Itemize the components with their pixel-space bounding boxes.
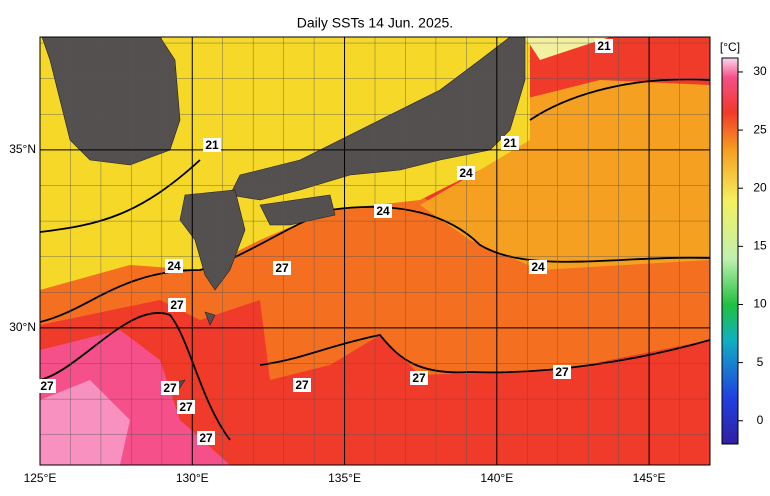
contour-label: 24 [376, 204, 390, 218]
contour-label: 27 [412, 371, 426, 385]
colorbar-tick-label: 5 [757, 355, 764, 369]
contour-label: 27 [555, 365, 569, 379]
sea-orange [420, 80, 710, 270]
contour-label-box [374, 204, 392, 218]
contour-label-box [293, 378, 311, 392]
contour-label-box [177, 400, 195, 414]
x-tick-label: 140°E [480, 471, 513, 485]
contour-label: 24 [531, 260, 545, 274]
y-tick-label: 35°N [9, 142, 36, 156]
contour-label-box [410, 371, 428, 385]
colorbar-tick-label: 20 [753, 180, 767, 194]
y-tick-label: 30°N [9, 320, 36, 334]
contour-label-box [161, 381, 179, 395]
contour-label: 21 [503, 136, 517, 150]
colorbar-unit: [°C] [720, 40, 740, 54]
colorbar-tick-label: 10 [753, 297, 767, 311]
colorbar-tick-label: 25 [753, 122, 767, 136]
contour-label: 21 [205, 138, 219, 152]
x-tick-label: 130°E [176, 471, 209, 485]
contour-label-box [203, 138, 221, 152]
contour-label: 21 [597, 39, 611, 53]
sea-hottest [40, 380, 130, 465]
map-frame [39, 36, 711, 466]
contour-label: 27 [40, 379, 54, 393]
colorbar [721, 57, 739, 445]
contour-label: 24 [167, 259, 181, 273]
x-tick-label: 125°E [24, 471, 57, 485]
contour-label-box [165, 259, 183, 273]
contour-label: 24 [459, 166, 473, 180]
contour-label: 27 [179, 400, 193, 414]
contour-label: 27 [295, 378, 309, 392]
contour-label: 27 [170, 298, 184, 312]
colorbar-tick-label: 0 [757, 413, 764, 427]
contour-label-box [595, 39, 613, 53]
contour-label-box [197, 431, 215, 445]
sea-cool [525, 37, 610, 60]
contour-label-box [457, 166, 475, 180]
contour-label: 27 [163, 381, 177, 395]
contour-label-box [168, 298, 186, 312]
title: Daily SSTs 14 Jun. 2025. [297, 15, 453, 31]
contour-label-box [529, 260, 547, 274]
land [41, 37, 526, 396]
contour-label: 27 [199, 431, 213, 445]
contour-label-box [273, 261, 291, 275]
contour-label-box [501, 136, 519, 150]
contour-label: 27 [275, 261, 289, 275]
colorbar-tick-label: 15 [753, 239, 767, 253]
colorbar-tick-label: 30 [753, 64, 767, 78]
x-tick-label: 135°E [328, 471, 361, 485]
x-tick-label: 145°E [633, 471, 666, 485]
contour-label-box [38, 379, 56, 393]
contour-label-box [553, 365, 571, 379]
